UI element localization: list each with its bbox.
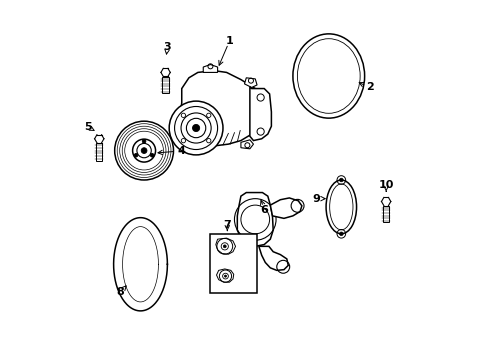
Circle shape [142,139,145,143]
Circle shape [339,232,343,235]
Text: 1: 1 [225,36,232,46]
Polygon shape [241,140,253,149]
Text: 10: 10 [378,180,393,190]
Circle shape [169,101,223,155]
Text: 3: 3 [163,42,171,52]
Circle shape [192,125,199,132]
Polygon shape [203,64,217,72]
Polygon shape [244,78,257,87]
Polygon shape [270,198,301,219]
Text: 8: 8 [116,287,124,297]
Circle shape [223,245,226,248]
Polygon shape [216,269,233,282]
Circle shape [224,275,226,277]
Circle shape [339,178,343,182]
Circle shape [134,153,138,157]
Bar [210,234,257,293]
Text: 5: 5 [84,122,91,132]
Text: 4: 4 [177,145,184,156]
Text: 9: 9 [312,194,320,204]
Polygon shape [237,193,273,246]
Circle shape [141,148,147,153]
Circle shape [115,121,173,180]
Polygon shape [215,238,235,254]
Text: 6: 6 [260,206,268,216]
Polygon shape [180,71,265,146]
Text: 2: 2 [366,82,373,93]
Circle shape [150,153,154,157]
Text: 7: 7 [223,220,231,230]
Polygon shape [249,87,271,140]
Polygon shape [258,246,287,270]
